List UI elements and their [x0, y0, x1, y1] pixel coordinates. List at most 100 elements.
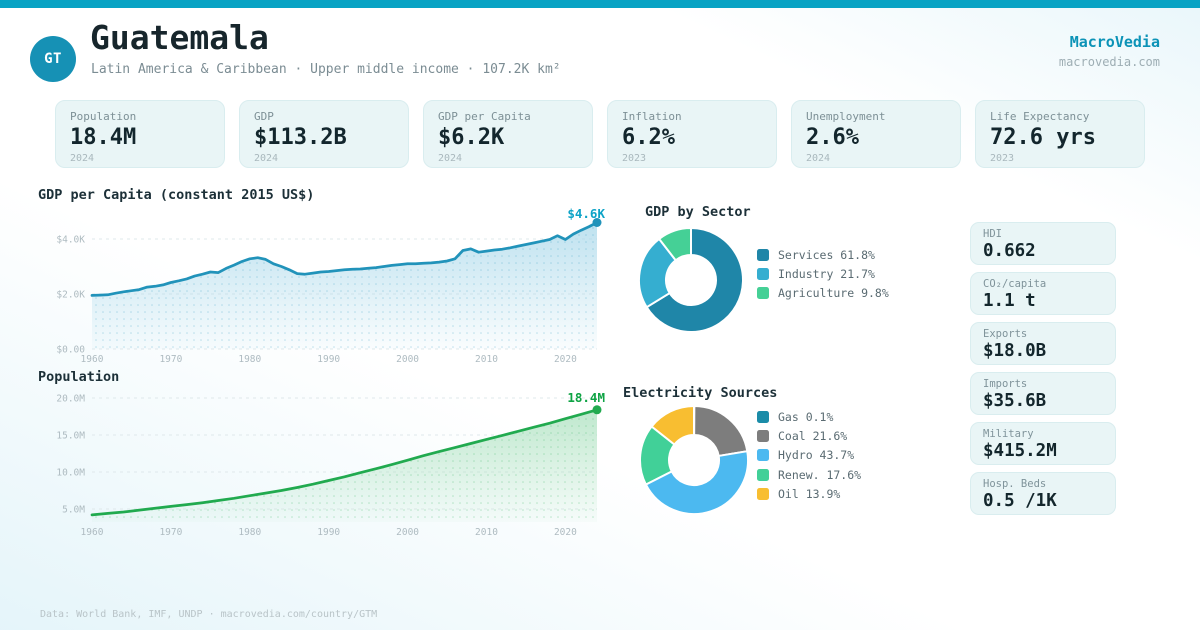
legend-swatch	[757, 488, 769, 501]
stat-year: 2024	[70, 153, 95, 164]
country-code-badge: GT	[30, 36, 76, 82]
svg-text:$4.6K: $4.6K	[567, 206, 605, 221]
side-card-value: 0.662	[983, 241, 1036, 261]
population-chart-title: Population	[38, 369, 120, 385]
data-source-footer: Data: World Bank, IMF, UNDP · macrovedia…	[40, 609, 378, 620]
side-card-military: Military $415.2M	[970, 422, 1116, 465]
side-card-value: $415.2M	[983, 441, 1057, 461]
gdp-by-sector-legend: Services 61.8% Industry 21.7% Agriculture …	[757, 245, 889, 303]
legend-label: Industry 21.7%	[778, 267, 875, 282]
stat-card-population: Population 18.4M 2024	[55, 100, 225, 168]
side-card-value: 0.5 /1K	[983, 491, 1057, 511]
svg-text:1980: 1980	[238, 354, 261, 365]
gdp-by-sector-donut-chart	[638, 227, 744, 333]
svg-text:1960: 1960	[81, 527, 104, 538]
svg-text:1970: 1970	[159, 354, 182, 365]
legend-swatch	[757, 287, 769, 300]
legend-label: Hydro 43.7%	[778, 448, 855, 463]
stat-year: 2024	[254, 153, 279, 164]
svg-text:1970: 1970	[159, 527, 182, 538]
stat-label: Unemployment	[806, 110, 886, 123]
top-accent-bar	[0, 0, 1200, 8]
side-card-value: 1.1 t	[983, 291, 1036, 311]
svg-text:1980: 1980	[238, 527, 261, 538]
legend-swatch	[757, 430, 769, 443]
svg-text:20.0M: 20.0M	[56, 394, 85, 405]
legend-label: Coal 21.6%	[778, 429, 848, 444]
stat-card-life-expectancy: Life Expectancy 72.6 yrs 2023	[975, 100, 1145, 168]
side-card-label: CO₂/capita	[983, 278, 1047, 290]
legend-swatch	[757, 248, 769, 261]
legend-swatch	[757, 468, 769, 481]
side-indicator-cards: HDI 0.662 CO₂/capita 1.1 t Exports $18.0…	[970, 222, 1116, 522]
electricity-sources-donut-chart	[639, 405, 749, 515]
svg-text:1960: 1960	[81, 354, 104, 365]
legend-item: Agriculture 9.8%	[757, 284, 889, 303]
svg-text:$2.0K: $2.0K	[56, 290, 85, 301]
svg-text:2000: 2000	[396, 354, 419, 365]
side-card-label: HDI	[983, 228, 1002, 240]
legend-item: Oil 13.9%	[757, 485, 861, 504]
side-card-hdi: HDI 0.662	[970, 222, 1116, 265]
stat-label: Population	[70, 110, 137, 123]
svg-text:2010: 2010	[475, 527, 498, 538]
svg-text:$4.0K: $4.0K	[56, 235, 85, 246]
gdp-by-sector-title: GDP by Sector	[645, 204, 751, 220]
svg-text:1990: 1990	[317, 354, 340, 365]
stat-value: $113.2B	[254, 125, 347, 150]
stat-value: $6.2K	[438, 125, 505, 150]
svg-text:5.0M: 5.0M	[62, 505, 85, 516]
stat-cards-row: Population 18.4M 2024 GDP $113.2B 2024 G…	[55, 100, 1145, 168]
legend-item: Coal 21.6%	[757, 426, 861, 445]
population-line-chart: 5.0M 10.0M 15.0M 20.0M 1960 1970 1980 1990 2000 2…	[56, 390, 605, 538]
side-card-value: $35.6B	[983, 391, 1047, 411]
svg-text:15.0M: 15.0M	[56, 431, 85, 442]
stat-card-gdp-per-capita: GDP per Capita $6.2K 2024	[423, 100, 593, 168]
stat-year: 2024	[438, 153, 463, 164]
stat-label: GDP per Capita	[438, 110, 531, 123]
side-card-label: Hosp. Beds	[983, 478, 1047, 490]
electricity-sources-title: Electricity Sources	[623, 385, 778, 401]
svg-text:1990: 1990	[317, 527, 340, 538]
stat-year: 2023	[622, 153, 647, 164]
legend-item: Industry 21.7%	[757, 264, 889, 283]
svg-text:10.0M: 10.0M	[56, 468, 85, 479]
stat-value: 2.6%	[806, 125, 859, 150]
stat-year: 2024	[806, 153, 831, 164]
legend-item: Renew. 17.6%	[757, 465, 861, 484]
legend-label: Renew. 17.6%	[778, 467, 862, 482]
stat-label: Inflation	[622, 110, 682, 123]
brand-domain-link[interactable]: macrovedia.com	[1058, 55, 1160, 69]
stat-label: Life Expectancy	[990, 110, 1090, 123]
side-card-label: Exports	[983, 328, 1028, 340]
side-card-imports: Imports $35.6B	[970, 372, 1116, 415]
legend-label: Oil 13.9%	[778, 487, 841, 502]
gdp-chart-title: GDP per Capita (constant 2015 US$)	[38, 187, 315, 203]
electricity-sources-legend: Gas 0.1% Coal 21.6% Hydro 43.7% Renew. 17.6…	[757, 407, 861, 504]
svg-text:2020: 2020	[554, 527, 577, 538]
side-card-hospital-beds: Hosp. Beds 0.5 /1K	[970, 472, 1116, 515]
page-title: Guatemala	[90, 18, 269, 57]
svg-text:2000: 2000	[396, 527, 419, 538]
legend-label: Gas 0.1%	[778, 409, 834, 424]
stat-value: 18.4M	[70, 125, 137, 150]
svg-text:2020: 2020	[554, 354, 577, 365]
side-card-label: Military	[983, 428, 1034, 440]
legend-item: Services 61.8%	[757, 245, 889, 264]
population-chart-block: Population 5.0M 10.0M 15.0M 20.0M 1960 1970 19…	[38, 369, 610, 541]
brand-name[interactable]: MacroVedia	[1069, 33, 1160, 51]
legend-label: Services 61.8%	[778, 247, 875, 262]
legend-swatch	[757, 268, 769, 281]
gdp-per-capita-chart-block: GDP per Capita (constant 2015 US$) $0.00…	[38, 187, 610, 369]
stat-label: GDP	[254, 110, 274, 123]
side-card-co2: CO₂/capita 1.1 t	[970, 272, 1116, 315]
legend-item: Hydro 43.7%	[757, 446, 861, 465]
svg-text:2010: 2010	[475, 354, 498, 365]
svg-text:$0.00: $0.00	[56, 345, 85, 356]
gdp-per-capita-line-chart: $0.00 $2.0K $4.0K 1960 1970 1980 1990 2000 2010 2…	[56, 206, 605, 365]
stat-value: 72.6 yrs	[990, 125, 1096, 150]
legend-swatch	[757, 410, 769, 423]
stat-card-inflation: Inflation 6.2% 2023	[607, 100, 777, 168]
legend-label: Agriculture 9.8%	[778, 286, 889, 301]
